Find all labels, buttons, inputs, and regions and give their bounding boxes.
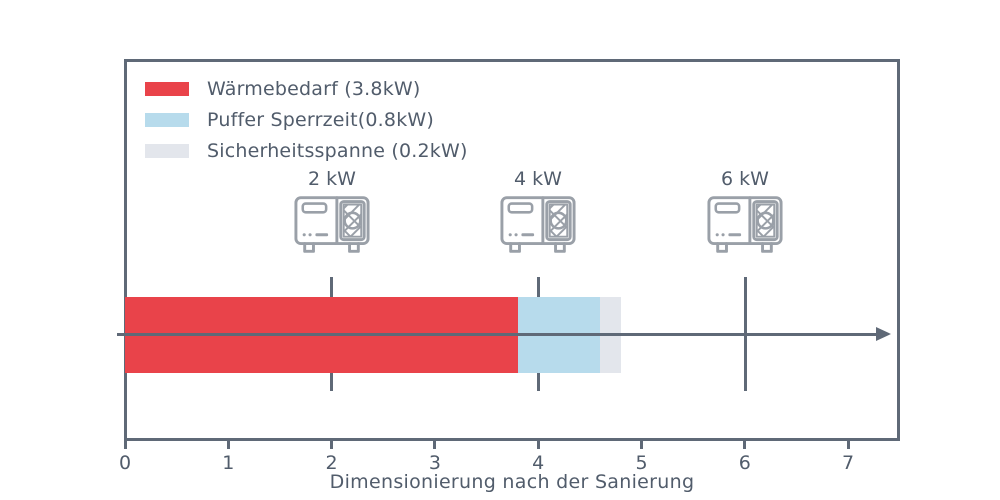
- x-tick-label: 4: [532, 452, 545, 474]
- x-axis-arrowhead-icon: [876, 327, 891, 341]
- x-tick-mark: [743, 441, 747, 449]
- x-tick-label: 2: [325, 452, 338, 474]
- x-axis-title: Dimensionierung nach der Sanierung: [329, 471, 695, 493]
- x-tick-mark: [433, 441, 437, 449]
- pump-marker-2kw: 2 kW: [272, 168, 392, 256]
- x-tick-mark: [330, 441, 334, 449]
- pump-label: 4 kW: [514, 168, 562, 190]
- x-tick-label: 6: [738, 452, 751, 474]
- pump-label: 6 kW: [721, 168, 769, 190]
- x-tick-label: 7: [842, 452, 855, 474]
- x-tick-label: 1: [222, 452, 235, 474]
- legend-swatch-gray: [145, 143, 189, 158]
- x-axis-arrow-line: [117, 333, 878, 336]
- legend: Wärmebedarf (3.8kW) Puffer Sperrzeit(0.8…: [145, 73, 468, 166]
- x-tick-label: 3: [428, 452, 441, 474]
- x-tick-label: 5: [635, 452, 648, 474]
- legend-label: Sicherheitsspanne (0.2kW): [207, 139, 468, 162]
- legend-swatch-red: [145, 81, 189, 96]
- heat-pump-icon: [293, 194, 371, 256]
- x-tick-mark: [846, 441, 850, 449]
- legend-label: Wärmebedarf (3.8kW): [207, 77, 421, 100]
- x-tick-mark: [123, 441, 127, 449]
- pump-label: 2 kW: [308, 168, 356, 190]
- x-tick-mark: [226, 441, 230, 449]
- legend-item-sicherheitsspanne: Sicherheitsspanne (0.2kW): [145, 135, 468, 166]
- x-tick-mark: [536, 441, 540, 449]
- legend-swatch-blue: [145, 112, 189, 127]
- x-tick-mark: [640, 441, 643, 449]
- heat-pump-icon: [706, 194, 784, 256]
- pump-marker-6kw: 6 kW: [685, 168, 805, 256]
- pump-marker-4kw: 4 kW: [478, 168, 598, 256]
- heat-pump-icon: [499, 194, 577, 256]
- legend-item-waermebedarf: Wärmebedarf (3.8kW): [145, 73, 468, 104]
- legend-label: Puffer Sperrzeit(0.8kW): [207, 108, 435, 131]
- legend-item-puffer-sperrzeit: Puffer Sperrzeit(0.8kW): [145, 104, 468, 135]
- x-tick-label: 0: [118, 452, 132, 474]
